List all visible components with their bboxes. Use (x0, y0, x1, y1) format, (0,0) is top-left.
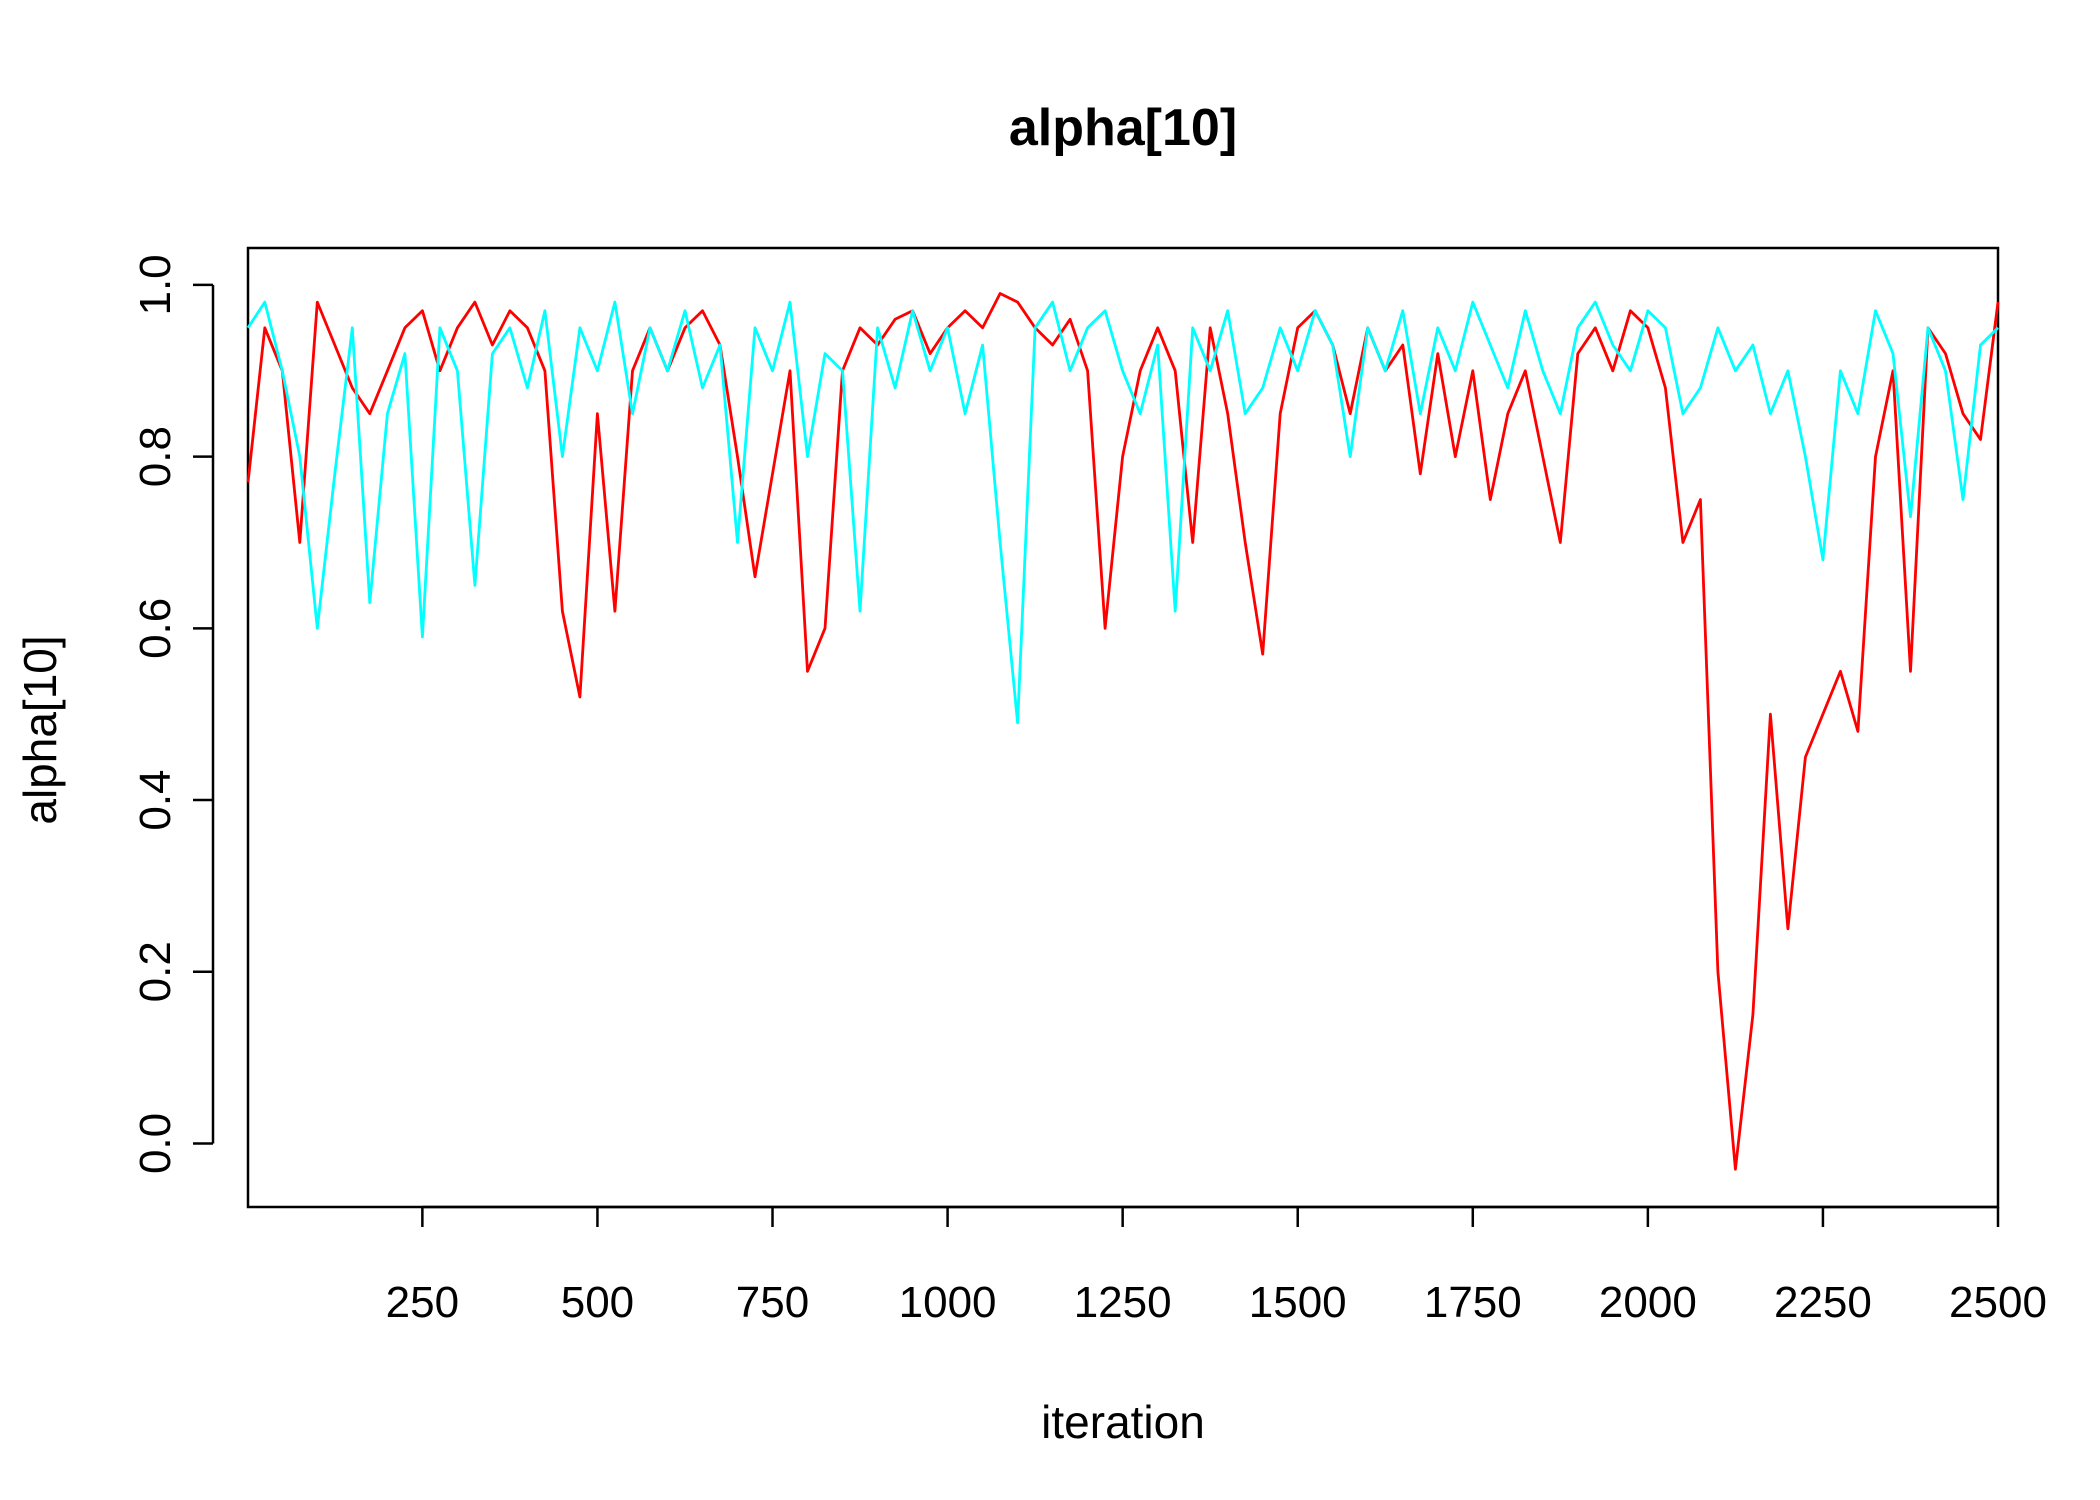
y-tick-label: 0.8 (131, 426, 180, 487)
plot-frame (246, 246, 2000, 1209)
x-tick-label: 750 (736, 1278, 809, 1327)
y-tick-label: 0.6 (131, 598, 180, 659)
y-tick-label: 1.0 (131, 254, 180, 315)
x-tick-label: 2250 (1774, 1278, 1872, 1327)
y-tick-label: 0.4 (131, 769, 180, 830)
chart-title: alpha[10] (1009, 99, 1237, 157)
x-tick-label: 2500 (1949, 1278, 2047, 1327)
y-tick-label: 0.2 (131, 941, 180, 1002)
x-tick-label: 1500 (1249, 1278, 1347, 1327)
x-tick-label: 2000 (1599, 1278, 1697, 1327)
x-tick-label: 1000 (899, 1278, 997, 1327)
trace-line (246, 292, 2000, 1171)
x-axis-label: iteration (1041, 1396, 1205, 1448)
y-tick-label: 0.0 (131, 1113, 180, 1174)
trace-line (246, 300, 1999, 725)
x-tick-label: 1250 (1074, 1278, 1172, 1327)
x-tick-label: 1750 (1424, 1278, 1522, 1327)
y-axis-label: alpha[10] (14, 635, 66, 824)
x-tick-label: 500 (561, 1278, 634, 1327)
x-tick-label: 250 (386, 1278, 459, 1327)
